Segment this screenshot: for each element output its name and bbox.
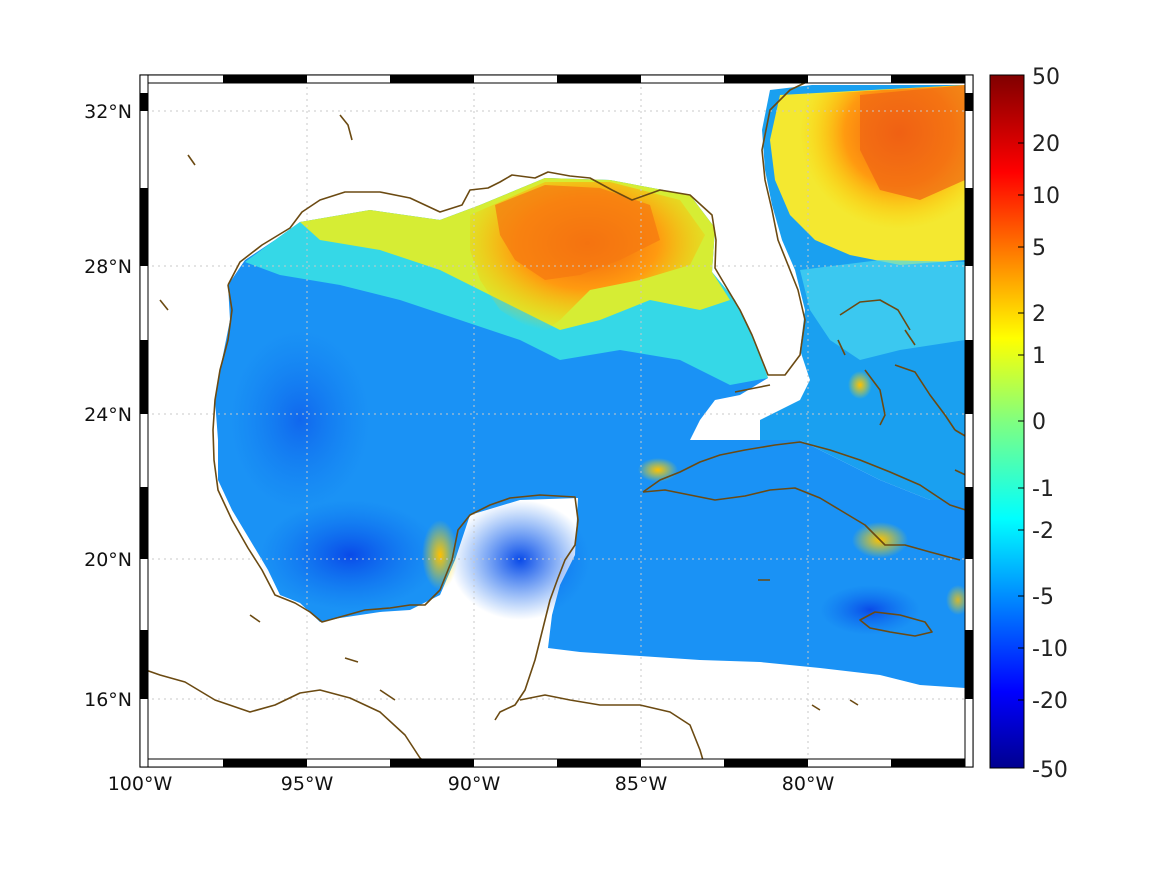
lon-tick-label: 95°W [281, 773, 334, 795]
lat-tick-label: 28°N [84, 256, 132, 278]
colorbar-label: -5 [1032, 585, 1054, 610]
keys-coastline [734, 384, 771, 393]
colorbar-label: 50 [1032, 65, 1060, 90]
mexico-gulf-coastline [212, 284, 579, 721]
colorbar-label: 0 [1032, 410, 1046, 435]
coastlines [140, 77, 973, 767]
lat-tick-label: 16°N [84, 689, 132, 711]
latitude-tick-labels: 32°N 28°N 24°N 20°N 16°N [84, 101, 132, 711]
cuba-coastline [642, 441, 973, 561]
colorbar-label: 1 [1032, 344, 1046, 369]
map-plot-area [140, 75, 973, 767]
colorbar-label: 2 [1032, 302, 1046, 327]
lon-tick-label: 100°W [108, 773, 173, 795]
central-america-coastline [519, 694, 706, 767]
bahamas-coastline [837, 299, 956, 431]
colorbar-label: 10 [1032, 184, 1060, 209]
island-coastline [159, 114, 859, 711]
lon-tick-label: 80°W [782, 773, 835, 795]
colorbar-label: -20 [1032, 689, 1068, 714]
colorbar-label: 5 [1032, 236, 1046, 261]
colorbar-label: -2 [1032, 519, 1054, 544]
us-gulf-coastline [227, 77, 816, 376]
lat-tick-label: 24°N [84, 404, 132, 426]
map-frame [139, 74, 974, 768]
jamaica-coastline [859, 611, 933, 637]
lon-tick-label: 90°W [448, 773, 501, 795]
colorbar-ticks [1018, 142, 1024, 701]
colorbar-tick-labels: 50 20 10 5 2 1 0 -1 -2 -5 -10 -20 -50 [1032, 65, 1068, 783]
colorbar: 50 20 10 5 2 1 0 -1 -2 -5 -10 -20 -50 [989, 65, 1068, 783]
colorbar-label: -50 [1032, 758, 1068, 783]
pacific-coastline [140, 667, 431, 767]
longitude-tick-labels: 100°W 95°W 90°W 85°W 80°W [108, 773, 835, 795]
ocean-data-field [215, 85, 970, 688]
lat-tick-label: 32°N [84, 101, 132, 123]
map-gridlines [140, 75, 973, 767]
lat-tick-label: 20°N [84, 549, 132, 571]
lon-tick-label: 85°W [615, 773, 668, 795]
colorbar-label: -1 [1032, 477, 1054, 502]
colorbar-label: 20 [1032, 132, 1060, 157]
colorbar-label: -10 [1032, 637, 1068, 662]
